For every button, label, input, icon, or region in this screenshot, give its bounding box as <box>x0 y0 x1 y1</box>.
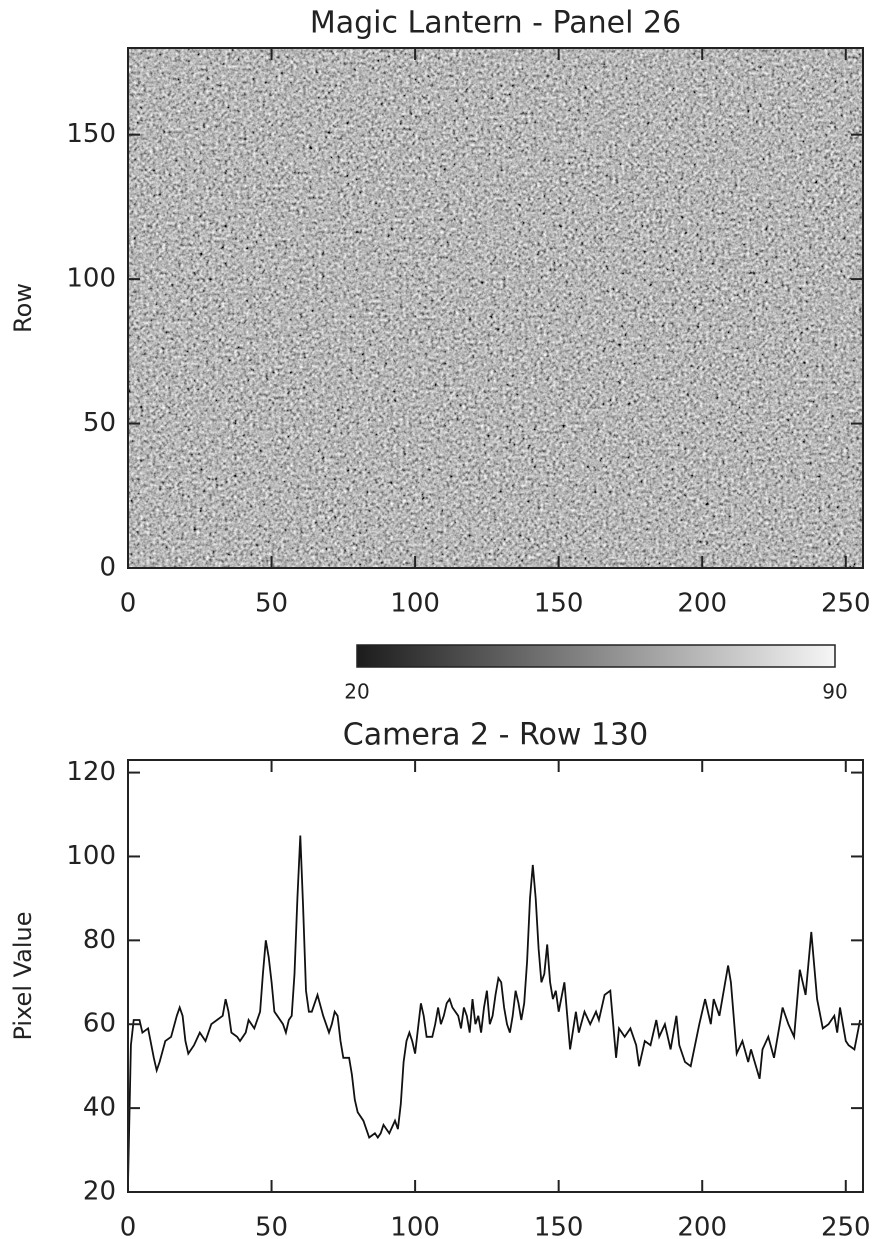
x-tick-label: 200 <box>677 589 727 619</box>
x-tick-label: 250 <box>821 1213 871 1239</box>
y-tick-label: 150 <box>66 119 116 149</box>
x-tick-label: 50 <box>255 589 288 619</box>
y-tick-label: 120 <box>66 757 116 787</box>
chart-title: Magic Lantern - Panel 26 <box>310 6 681 41</box>
plot-frame <box>127 759 864 1193</box>
x-tick-label: 0 <box>120 1213 137 1239</box>
y-tick-label: 20 <box>83 1177 116 1207</box>
chart-title: Camera 2 - Row 130 <box>343 718 648 753</box>
y-tick-label: 80 <box>83 925 116 955</box>
y-tick-label: 0 <box>99 553 116 583</box>
y-axis-label: Pixel Value <box>9 911 37 1040</box>
x-tick-label: 50 <box>255 1213 288 1239</box>
x-tick-label: 150 <box>534 1213 584 1239</box>
x-tick-label: 0 <box>120 589 137 619</box>
y-tick-label: 40 <box>83 1093 116 1123</box>
y-tick-label: 60 <box>83 1009 116 1039</box>
y-axis-label: Row <box>9 283 37 333</box>
image-raster <box>128 48 863 568</box>
y-tick-label: 100 <box>66 841 116 871</box>
x-tick-label: 250 <box>821 589 871 619</box>
colorbar <box>356 644 836 668</box>
y-tick-label: 50 <box>83 408 116 438</box>
colorbar-tick-label: 90 <box>822 680 847 704</box>
x-tick-label: 100 <box>390 589 440 619</box>
x-tick-label: 150 <box>534 589 584 619</box>
x-tick-label: 200 <box>677 1213 727 1239</box>
y-tick-label: 100 <box>66 264 116 294</box>
x-tick-label: 100 <box>390 1213 440 1239</box>
plot-frame <box>127 47 864 569</box>
line-series <box>127 835 861 1184</box>
colorbar-tick-label: 20 <box>344 680 369 704</box>
